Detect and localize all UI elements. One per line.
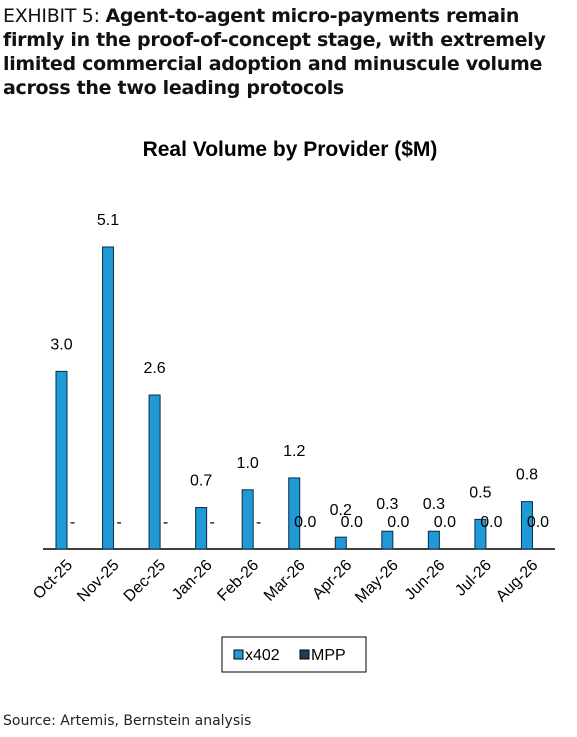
value-label: 3.0 [50, 336, 72, 353]
x-tick-label: Feb-26 [214, 557, 262, 605]
bar [241, 489, 254, 550]
value-label: 0.0 [387, 514, 409, 531]
value-label: - [163, 514, 168, 531]
bar [195, 507, 208, 550]
exhibit-title: Agent-to-agent micro-payments remain fir… [3, 5, 546, 99]
exhibit-label: EXHIBIT 5: [3, 5, 100, 27]
legend-label: MPP [311, 647, 346, 664]
value-label: - [116, 514, 121, 531]
legend-box [221, 636, 367, 673]
value-label: 2.6 [143, 360, 165, 377]
value-label: 0.2 [330, 502, 352, 519]
value-label: - [256, 514, 261, 531]
x-tick-label: Jan-26 [169, 557, 216, 604]
value-label: 5.1 [97, 212, 119, 229]
chart: Real Volume by Provider ($M) Oct-25 3.0 - N… [30, 138, 555, 673]
value-label: 1.2 [283, 443, 305, 460]
value-label: 0.0 [294, 514, 316, 531]
legend: x402 MPP [221, 636, 367, 673]
value-label: 0.3 [423, 496, 445, 513]
value-label: 0.0 [434, 514, 456, 531]
source-note: Source: Artemis, Bernstein analysis [3, 713, 252, 729]
legend-label: x402 [245, 647, 280, 664]
bar [427, 530, 440, 550]
x-tick-label: Apr-26 [309, 557, 355, 603]
x-tick-label: Dec-25 [121, 557, 170, 606]
exhibit-header: EXHIBIT 5: Agent-to-agent micro-payments… [3, 4, 573, 100]
value-label: 0.8 [516, 467, 538, 484]
value-label: 0.0 [341, 514, 363, 531]
x-tick-label: Nov-25 [74, 557, 123, 606]
x-tick-label: Jul-26 [452, 557, 495, 600]
bar [288, 477, 301, 550]
value-label: - [70, 514, 75, 531]
value-label: 0.5 [469, 484, 491, 501]
bar [381, 530, 394, 550]
bar [55, 370, 68, 550]
chart-title: Real Volume by Provider ($M) [143, 138, 438, 161]
x-tick-label: Mar-26 [261, 557, 309, 605]
value-label: 1.0 [237, 455, 259, 472]
value-label: 0.0 [527, 514, 549, 531]
bar [148, 394, 161, 550]
x-tick-label: Jun-26 [402, 557, 449, 604]
bar [474, 518, 487, 550]
value-label: 0.0 [480, 514, 502, 531]
bar [102, 246, 115, 550]
x-tick-label: Aug-26 [493, 557, 542, 606]
bar [334, 536, 347, 550]
legend-swatch [233, 649, 244, 660]
bar [520, 501, 533, 550]
legend-swatch [299, 649, 310, 660]
value-label: 0.7 [190, 473, 212, 490]
value-label: - [209, 514, 214, 531]
x-tick-label: Oct-25 [30, 557, 76, 603]
value-label: 0.3 [376, 496, 398, 513]
x-tick-label: May-26 [352, 557, 402, 607]
